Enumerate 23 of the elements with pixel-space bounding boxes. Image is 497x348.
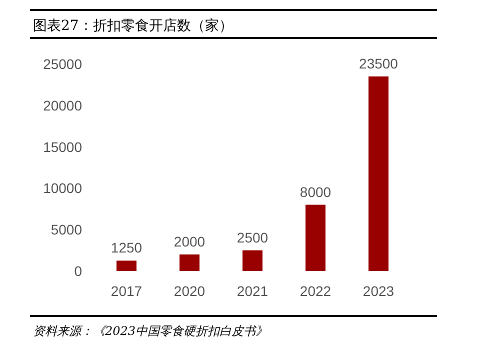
text: 资料来源：《2023中国零食硬折扣白皮书》 [33, 324, 268, 338]
data-label: 8000 [300, 184, 332, 200]
y-tick-label: 5000 [50, 222, 82, 238]
bar [306, 204, 326, 271]
y-tick-label: 25000 [43, 56, 82, 72]
bar [180, 254, 200, 271]
chart-title: 图表27：折扣零食开店数（家） [33, 18, 233, 34]
bar [242, 250, 262, 271]
y-tick-label: 0 [74, 263, 82, 279]
y-tick-label: 10000 [43, 180, 82, 196]
bar [116, 260, 136, 271]
data-label: 1250 [110, 240, 142, 256]
y-tick-label: 20000 [43, 97, 82, 114]
data-label: 2000 [174, 233, 206, 250]
bar [368, 76, 388, 271]
x-tick-label: 2023 [362, 283, 394, 299]
data-label: 23500 [359, 55, 398, 72]
x-tick-label: 2022 [300, 283, 332, 299]
x-tick-label: 2020 [174, 283, 206, 299]
x-tick-label: 2021 [236, 283, 268, 299]
data-label: 2500 [236, 229, 268, 246]
y-tick-label: 15000 [43, 138, 82, 155]
x-tick-label: 2017 [110, 283, 142, 299]
